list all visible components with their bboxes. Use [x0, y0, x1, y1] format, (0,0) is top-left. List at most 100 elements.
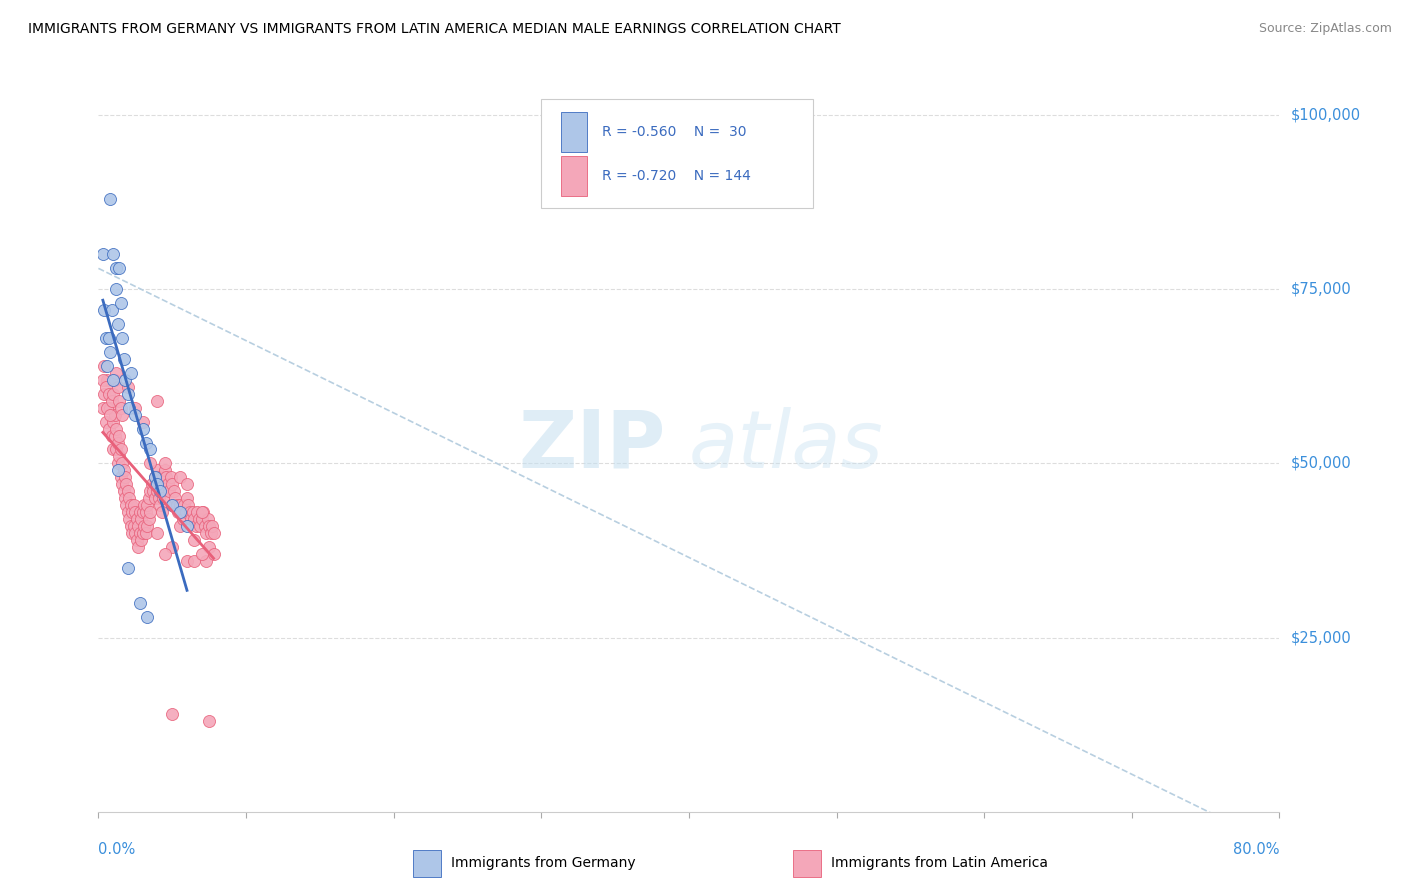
Point: [107, 435, 129, 450]
Point: [146, 393, 169, 408]
Point: [98, 401, 121, 415]
Point: [167, 505, 190, 519]
Point: [146, 463, 169, 477]
Point: [112, 463, 135, 477]
Point: [162, 498, 183, 512]
Point: [157, 484, 180, 499]
Point: [169, 470, 191, 484]
Point: [169, 498, 191, 512]
Point: [108, 393, 131, 408]
Point: [94, 331, 117, 345]
Point: [132, 505, 155, 519]
Point: [195, 554, 218, 568]
Point: [118, 512, 141, 526]
Point: [128, 526, 150, 541]
Point: [183, 533, 205, 547]
Point: [139, 442, 162, 457]
Point: [124, 401, 146, 415]
Point: [152, 470, 174, 484]
Text: $75,000: $75,000: [1291, 282, 1351, 297]
Point: [103, 415, 125, 429]
Point: [170, 505, 193, 519]
Point: [128, 505, 150, 519]
Point: [165, 491, 187, 506]
Point: [198, 519, 221, 533]
Point: [129, 512, 152, 526]
Point: [135, 505, 157, 519]
Point: [135, 435, 157, 450]
Point: [202, 526, 225, 541]
Point: [191, 505, 214, 519]
Point: [103, 373, 125, 387]
Point: [141, 477, 163, 491]
Point: [105, 282, 128, 296]
Text: atlas: atlas: [689, 407, 884, 485]
Point: [110, 470, 132, 484]
Point: [146, 526, 169, 541]
Point: [184, 519, 207, 533]
Point: [149, 477, 172, 491]
Point: [143, 470, 166, 484]
Text: Immigrants from Latin America: Immigrants from Latin America: [831, 856, 1047, 871]
Point: [94, 380, 117, 394]
Point: [125, 533, 148, 547]
Point: [107, 317, 129, 331]
Point: [148, 491, 170, 506]
Point: [179, 505, 201, 519]
Point: [91, 373, 114, 387]
Point: [193, 505, 215, 519]
Point: [120, 366, 142, 380]
Point: [181, 505, 204, 519]
Point: [110, 401, 132, 415]
Point: [127, 519, 149, 533]
Point: [117, 505, 139, 519]
Point: [162, 707, 183, 722]
Point: [124, 526, 146, 541]
Point: [105, 421, 128, 435]
Point: [110, 296, 132, 310]
Text: R = -0.560    N =  30: R = -0.560 N = 30: [602, 125, 747, 139]
Point: [93, 303, 115, 318]
Point: [162, 477, 183, 491]
Point: [136, 519, 159, 533]
Point: [150, 505, 173, 519]
Text: Source: ZipAtlas.com: Source: ZipAtlas.com: [1258, 22, 1392, 36]
Point: [191, 512, 214, 526]
Point: [186, 505, 208, 519]
Point: [105, 442, 128, 457]
Point: [155, 470, 177, 484]
Point: [118, 491, 141, 506]
Point: [187, 512, 209, 526]
Point: [111, 408, 134, 422]
Point: [152, 491, 174, 506]
Point: [153, 463, 176, 477]
Point: [201, 519, 224, 533]
Point: [166, 498, 188, 512]
Text: $25,000: $25,000: [1291, 630, 1351, 645]
Bar: [561, 155, 588, 196]
Point: [177, 498, 200, 512]
Point: [117, 386, 139, 401]
Point: [149, 498, 172, 512]
Point: [97, 331, 120, 345]
Point: [107, 463, 129, 477]
Point: [93, 359, 115, 373]
Point: [138, 512, 160, 526]
Point: [162, 498, 183, 512]
Point: [176, 477, 198, 491]
Point: [169, 505, 191, 519]
Point: [100, 428, 122, 442]
Text: Immigrants from Germany: Immigrants from Germany: [451, 856, 636, 871]
Point: [112, 351, 135, 366]
Point: [114, 470, 136, 484]
Point: [138, 491, 160, 506]
Point: [91, 401, 114, 415]
Point: [115, 498, 138, 512]
Point: [107, 380, 129, 394]
Point: [103, 442, 125, 457]
Point: [139, 457, 162, 471]
Point: [111, 477, 134, 491]
Point: [163, 484, 186, 499]
Point: [110, 442, 132, 457]
Point: [195, 526, 218, 541]
